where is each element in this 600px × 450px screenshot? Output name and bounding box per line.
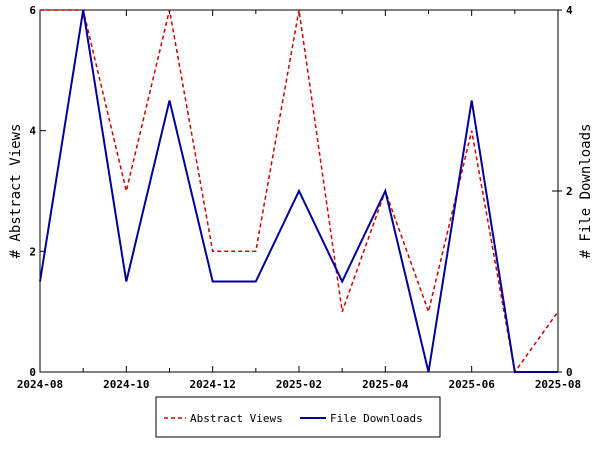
x-tick-label: 2024-12	[189, 378, 235, 391]
y-right-tick-label: 0	[566, 366, 573, 379]
tick-labels: 2024-08 2024-10 2024-12 2025-02 2025-04 2025-…	[17, 4, 581, 391]
y-right-tick-label: 4	[566, 4, 573, 17]
series-lines	[39, 9, 559, 374]
x-tick-label: 2024-10	[103, 378, 149, 391]
left-axis-title: # Abstract Views	[8, 124, 24, 259]
y-right-tick-label: 2	[566, 185, 573, 198]
right-axis-title: # File Downloads	[578, 124, 594, 259]
x-tick-label: 2024-08	[17, 378, 63, 391]
legend-label-file-downloads: File Downloads	[330, 412, 423, 425]
y-left-tick-label: 2	[29, 245, 36, 258]
y-left-tick-label: 6	[29, 4, 36, 17]
legend-label-abstract-views: Abstract Views	[190, 412, 283, 425]
x-tick-label: 2025-04	[362, 378, 409, 391]
legend-box	[155, 396, 441, 438]
x-tick-label: 2025-06	[448, 378, 495, 391]
legend: Abstract Views File Downloads	[155, 396, 441, 438]
y-left-tick-label: 0	[29, 366, 36, 379]
y-left-tick-label: 4	[29, 125, 36, 138]
x-tick-label: 2025-02	[276, 378, 322, 391]
x-tick-label: 2025-08	[535, 378, 581, 391]
